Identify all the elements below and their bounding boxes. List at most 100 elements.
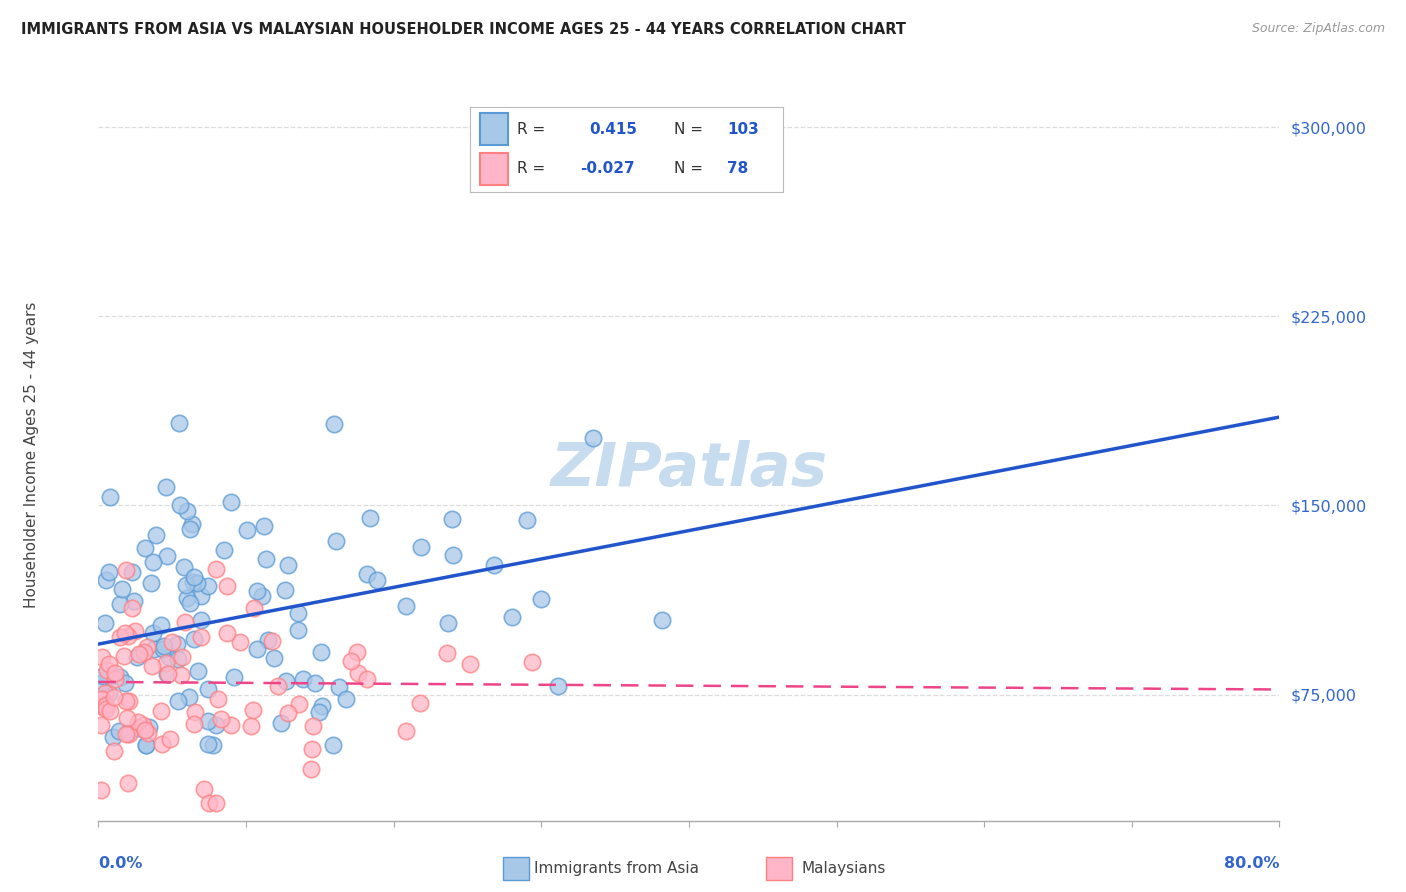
Point bbox=[179, 522, 201, 536]
Text: 80.0%: 80.0% bbox=[1225, 856, 1279, 871]
Point bbox=[115, 563, 138, 577]
Point bbox=[90, 699, 112, 714]
Point bbox=[118, 726, 141, 740]
Point bbox=[156, 666, 179, 681]
Point bbox=[169, 668, 191, 682]
Point bbox=[117, 726, 139, 740]
Point bbox=[134, 645, 156, 659]
Point bbox=[186, 576, 208, 591]
Point bbox=[152, 639, 174, 653]
Point bbox=[530, 592, 553, 607]
Point bbox=[112, 649, 135, 664]
Point bbox=[149, 704, 172, 718]
Point bbox=[127, 721, 149, 735]
Point bbox=[217, 579, 239, 593]
Text: 0.415: 0.415 bbox=[589, 122, 637, 136]
Point bbox=[207, 691, 229, 706]
Point bbox=[287, 606, 309, 620]
Point bbox=[366, 574, 388, 588]
Point bbox=[104, 672, 127, 686]
Point bbox=[169, 498, 191, 512]
Point bbox=[197, 682, 219, 697]
Point bbox=[277, 558, 299, 572]
Point bbox=[183, 632, 205, 647]
Point bbox=[245, 584, 267, 599]
Point bbox=[190, 613, 212, 627]
Point bbox=[134, 723, 156, 738]
Point bbox=[441, 548, 464, 562]
Point bbox=[176, 504, 198, 518]
Point bbox=[263, 651, 285, 665]
Point bbox=[254, 552, 277, 566]
Point bbox=[169, 416, 191, 430]
Point bbox=[93, 616, 115, 631]
Point bbox=[302, 719, 325, 733]
Text: 103: 103 bbox=[727, 122, 759, 136]
Point bbox=[260, 633, 283, 648]
Point bbox=[436, 646, 458, 660]
Point bbox=[117, 694, 139, 708]
Point bbox=[141, 659, 163, 673]
Point bbox=[117, 629, 139, 643]
Text: ZIPatlas: ZIPatlas bbox=[550, 440, 828, 499]
Point bbox=[145, 528, 167, 542]
Text: 78: 78 bbox=[727, 161, 748, 177]
Point bbox=[98, 686, 121, 700]
Point bbox=[108, 597, 131, 611]
Point bbox=[172, 650, 194, 665]
Point bbox=[356, 672, 378, 686]
Point bbox=[277, 706, 299, 721]
Point bbox=[124, 624, 146, 638]
Point bbox=[253, 519, 276, 533]
Point bbox=[152, 642, 174, 657]
Text: -0.027: -0.027 bbox=[581, 161, 634, 177]
Point bbox=[181, 575, 204, 590]
Point bbox=[94, 698, 117, 712]
Point bbox=[197, 714, 219, 728]
Point bbox=[91, 675, 114, 690]
Text: Immigrants from Asia: Immigrants from Asia bbox=[534, 862, 699, 876]
Point bbox=[108, 670, 131, 684]
Point bbox=[96, 664, 118, 678]
Point bbox=[409, 540, 432, 554]
Point bbox=[138, 719, 160, 733]
Point bbox=[183, 570, 205, 584]
Point bbox=[174, 615, 197, 629]
Point bbox=[187, 665, 209, 679]
Text: N =: N = bbox=[673, 122, 703, 136]
Point bbox=[156, 549, 179, 563]
Point bbox=[135, 640, 157, 654]
Point bbox=[103, 690, 125, 704]
Point bbox=[183, 717, 205, 731]
Point bbox=[136, 726, 159, 740]
Point bbox=[340, 654, 363, 668]
Point bbox=[115, 694, 138, 708]
Point bbox=[149, 617, 172, 632]
Point bbox=[114, 625, 136, 640]
Point bbox=[98, 565, 121, 579]
Point bbox=[236, 523, 259, 537]
Point bbox=[274, 673, 297, 688]
Point bbox=[309, 645, 332, 659]
Point bbox=[322, 738, 344, 752]
Point bbox=[267, 679, 290, 693]
Point bbox=[501, 609, 523, 624]
Point bbox=[110, 630, 132, 644]
Text: N =: N = bbox=[673, 161, 703, 177]
Bar bbox=[479, 113, 508, 145]
Text: Householder Income Ages 25 - 44 years: Householder Income Ages 25 - 44 years bbox=[24, 301, 39, 608]
Point bbox=[243, 601, 266, 615]
Point bbox=[292, 672, 315, 686]
Point bbox=[174, 578, 197, 592]
Point bbox=[205, 562, 228, 576]
Text: Source: ZipAtlas.com: Source: ZipAtlas.com bbox=[1251, 22, 1385, 36]
Point bbox=[125, 649, 148, 664]
Point bbox=[201, 738, 224, 752]
Point bbox=[176, 591, 198, 606]
Point bbox=[274, 583, 297, 598]
Point bbox=[150, 738, 173, 752]
Point bbox=[219, 494, 242, 508]
Point bbox=[108, 724, 131, 739]
Point bbox=[482, 558, 505, 573]
Point bbox=[157, 667, 180, 681]
